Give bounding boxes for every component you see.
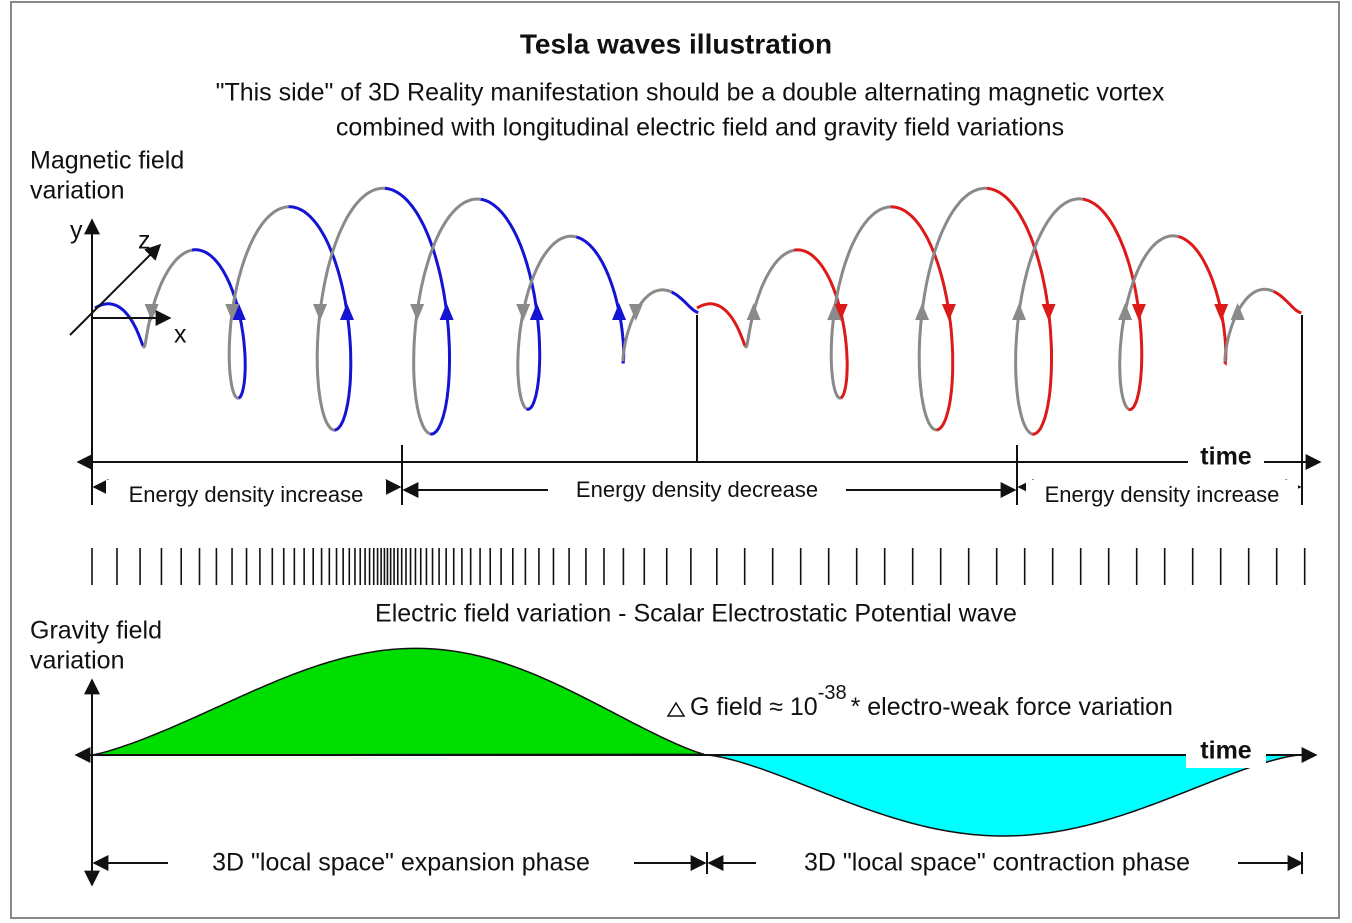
expansion-area (91, 647, 705, 756)
vortex-arrow (612, 303, 627, 320)
vortex-arrow (628, 304, 643, 321)
magnetic-vortex (94, 186, 1302, 436)
electric-ticks (91, 548, 1306, 585)
label-bg (106, 480, 386, 510)
side-label: Magnetic field (30, 147, 184, 175)
vortex-arrow (225, 304, 240, 321)
note-prefix: G field ≈ 10 (690, 693, 818, 721)
subtitle: combined with longitudinal electric fiel… (336, 114, 1064, 142)
vortex-arrow (1230, 303, 1245, 320)
side-label: Gravity field (30, 617, 162, 645)
axis-label: y (70, 217, 83, 245)
vortex-strand (1273, 290, 1302, 315)
phase-label: 3D "local space" contraction phase (804, 849, 1190, 877)
vortex-arrow (1118, 303, 1133, 320)
vortex-arrow (746, 303, 761, 320)
vortex-arrow (144, 304, 159, 321)
vortex-arrow (313, 304, 328, 321)
vortex-arrow (1214, 304, 1229, 321)
phase-label: Energy density decrease (576, 477, 818, 502)
label-bg (168, 846, 634, 880)
vortex-strand (696, 302, 747, 347)
note-exponent: -38 (818, 682, 847, 704)
vortex-arrow (529, 303, 544, 320)
phase-label: Energy density increase (1045, 482, 1280, 507)
vortex-arrow (833, 304, 848, 321)
phase-label: Energy density increase (129, 482, 364, 507)
label-bg (1186, 738, 1266, 768)
vortex-arrow (1041, 304, 1056, 321)
title: Tesla waves illustration (520, 28, 832, 59)
contraction-area (706, 754, 1300, 837)
label-bg (1188, 444, 1264, 474)
vortex-arrow (1012, 303, 1027, 320)
vortex-arrow (516, 304, 531, 321)
vortex-arrow (439, 303, 454, 320)
vortex-strand (94, 302, 145, 347)
vortex-arrow (339, 303, 354, 320)
side-label: variation (30, 177, 125, 205)
gravity-note: G field ≈ 10-38 * electro-weak force vari… (690, 682, 1173, 720)
label-bg (548, 476, 846, 506)
electric-label: Electric field variation - Scalar Electr… (375, 600, 1017, 628)
vortex-arrow (410, 304, 425, 321)
label-bg (1026, 480, 1298, 510)
subtitle: "This side" of 3D Reality manifestation … (216, 79, 1165, 107)
z-axis (69, 243, 162, 336)
time-label: time (1200, 737, 1252, 765)
vortex-arrow (827, 303, 842, 320)
vortex-strand (671, 290, 699, 314)
vortex-arrow (941, 304, 956, 321)
vortex-arrow (231, 303, 246, 320)
time-label: time (1200, 443, 1252, 471)
axis-label: z (138, 227, 151, 255)
label-bg (756, 846, 1238, 880)
side-label: variation (30, 647, 125, 675)
axis-label: x (174, 321, 187, 349)
vortex-arrow (915, 303, 930, 320)
vortex-arrow (1131, 304, 1146, 321)
phase-label: 3D "local space" expansion phase (212, 849, 590, 877)
delta-icon (666, 701, 686, 717)
note-suffix: * electro-weak force variation (851, 693, 1173, 721)
